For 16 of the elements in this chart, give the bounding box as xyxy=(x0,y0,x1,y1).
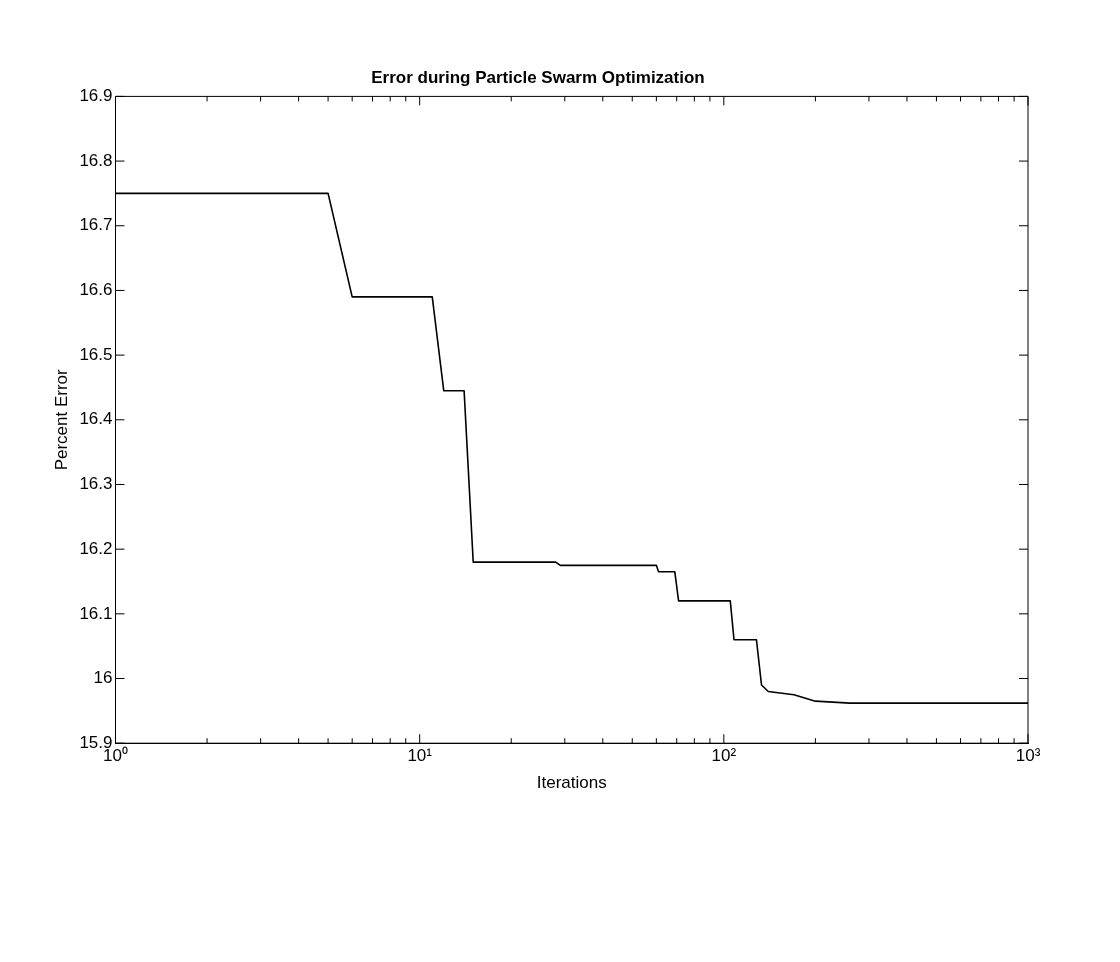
chart-title: Error during Particle Swarm Optimization xyxy=(371,67,705,87)
y-tick-label: 16.6 xyxy=(79,280,113,300)
y-tick-label: 16.3 xyxy=(79,474,113,494)
x-tick-label: 10³ xyxy=(1015,746,1041,766)
y-tick-label: 16.1 xyxy=(79,603,113,623)
x-tick-label: 10¹ xyxy=(407,746,433,766)
y-tick-label: 16.7 xyxy=(79,215,113,235)
y-tick-label: 16.5 xyxy=(79,344,113,364)
x-tick-label: 10² xyxy=(711,746,737,766)
y-tick-label: 16 xyxy=(93,668,113,688)
y-tick-label: 16.8 xyxy=(79,150,113,170)
y-tick-label: 16.4 xyxy=(79,409,113,429)
y-tick-label: 16.9 xyxy=(79,86,113,106)
y-axis-title: Percent Error xyxy=(51,368,71,471)
y-tick-label: 16.2 xyxy=(79,538,113,558)
x-axis-title: Iterations xyxy=(536,773,607,793)
